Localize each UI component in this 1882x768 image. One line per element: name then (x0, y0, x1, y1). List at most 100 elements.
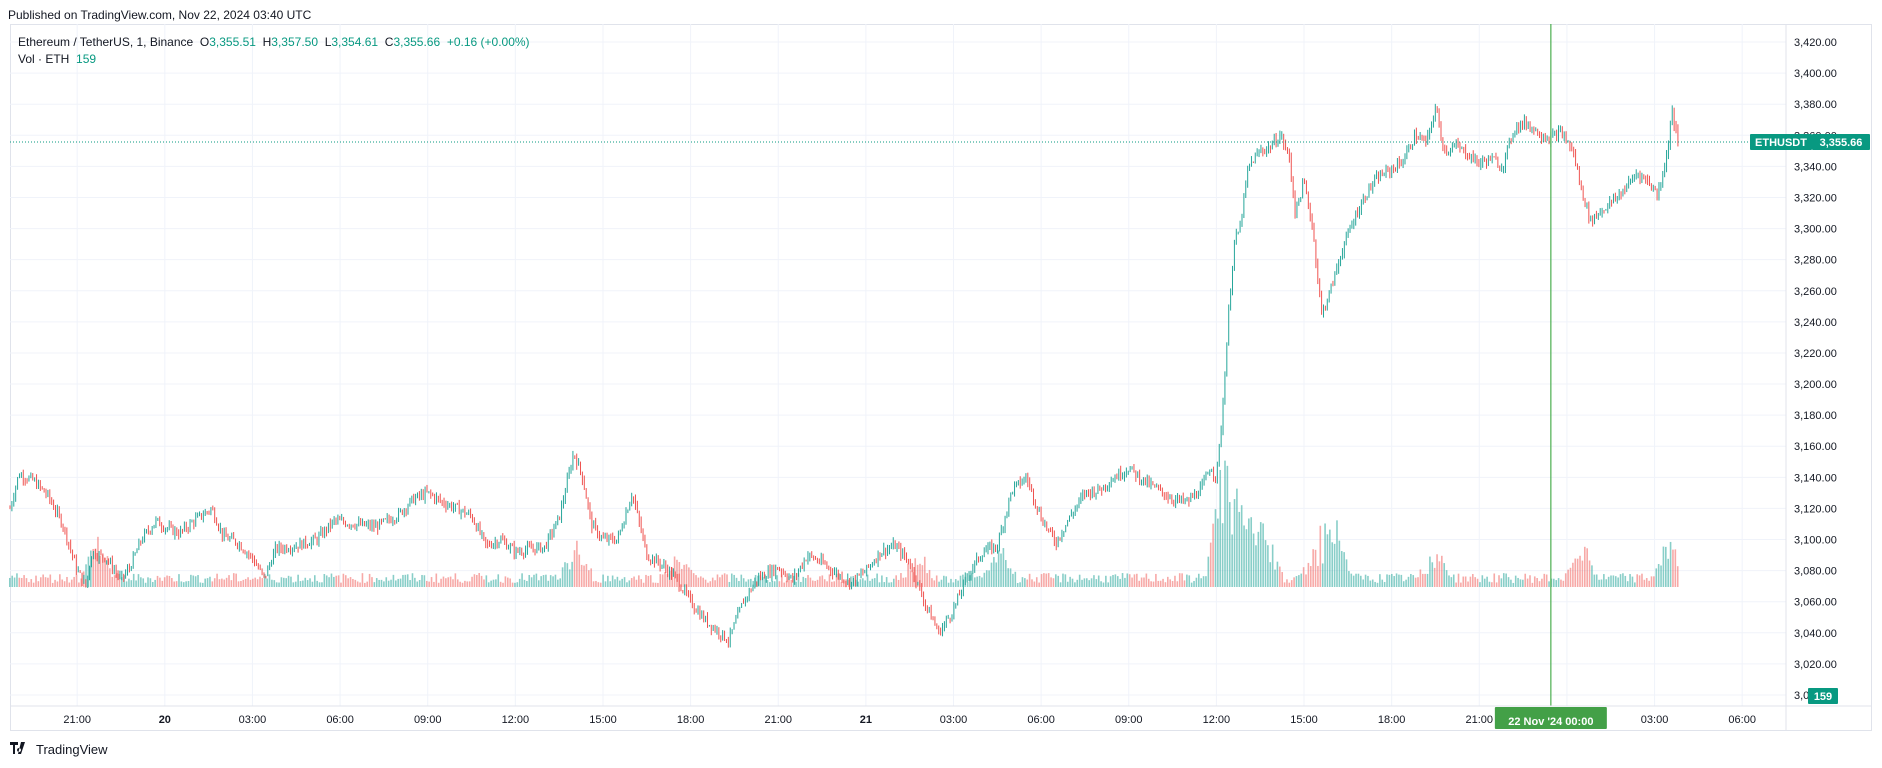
volume-bar (1672, 549, 1674, 587)
symbol-tag-bg (1750, 134, 1812, 151)
volume-bar (1386, 574, 1388, 587)
volume-bar (1517, 577, 1519, 587)
volume-bar (933, 580, 936, 587)
volume-bar (869, 580, 871, 587)
volume-bar (1507, 577, 1510, 587)
volume-bar (1024, 578, 1026, 587)
volume-bar (1522, 579, 1524, 587)
volume-bar (1379, 574, 1381, 587)
volume-bar (828, 574, 831, 587)
volume-bar (709, 581, 712, 587)
volume-bar (273, 580, 276, 587)
volume-bar (309, 578, 311, 587)
x-tick-label: 15:00 (1290, 714, 1318, 726)
volume-bar (1083, 578, 1086, 587)
x-tick-label: 09:00 (414, 714, 442, 726)
volume-bar (1636, 574, 1639, 587)
chart-frame[interactable] (10, 24, 1872, 731)
volume-bar (714, 580, 716, 587)
open-value: 3,355.51 (209, 35, 256, 49)
y-tick-label: 3,220.00 (1794, 348, 1837, 360)
volume-bar (792, 575, 795, 587)
volume-bar (1536, 578, 1538, 587)
volume-bar (1498, 575, 1500, 587)
volume-bar (926, 573, 928, 587)
volume-bar (1464, 576, 1467, 587)
volume-bar (473, 574, 476, 587)
volume-bar (168, 575, 171, 587)
volume-bar (692, 573, 695, 587)
volume-bar (1157, 580, 1160, 587)
volume-bar (466, 581, 469, 587)
volume-bar (1040, 574, 1043, 587)
volume-bar (321, 582, 323, 587)
y-tick-label: 3,060.00 (1794, 597, 1837, 609)
volume-bars (9, 460, 1679, 587)
volume-bar (1019, 582, 1021, 587)
volume-bar (809, 577, 812, 587)
volume-bar (1374, 581, 1376, 587)
volume-bar (252, 578, 254, 587)
volume-bar (161, 580, 164, 587)
volume-bar (66, 576, 68, 587)
volume-bar (1660, 565, 1662, 587)
volume-row: Vol · ETH 159 (18, 51, 530, 68)
volume-bar (1662, 546, 1665, 587)
volume-bar (1579, 555, 1581, 587)
volume-bar (578, 554, 581, 587)
volume-bar (1219, 469, 1222, 587)
volume-bar (404, 574, 407, 587)
volume-bar (859, 579, 862, 587)
volume-bar (943, 575, 945, 587)
volume-bar (707, 582, 709, 587)
volume-bar (597, 582, 600, 587)
volume-label[interactable]: Vol · ETH (18, 52, 70, 66)
volume-bar (1491, 582, 1493, 587)
close-value: 3,355.66 (393, 35, 441, 49)
volume-bar (44, 577, 47, 587)
volume-bar (871, 578, 874, 587)
volume-bar (537, 580, 540, 587)
volume-bar (738, 581, 740, 587)
footer-brand[interactable]: TradingView (10, 741, 108, 757)
volume-bar (25, 578, 28, 587)
volume-bar (1395, 573, 1398, 587)
volume-bar (730, 573, 733, 587)
volume-bar (392, 574, 395, 587)
volume-bar (1362, 579, 1364, 587)
volume-bar (566, 563, 569, 587)
volume-bar (1214, 509, 1217, 587)
volume-bar (1524, 573, 1527, 587)
volume-bar (985, 570, 988, 587)
volume-bar (1264, 540, 1267, 587)
symbol-title[interactable]: Ethereum / TetherUS, 1, Binance (18, 35, 194, 49)
volume-bar (1136, 573, 1138, 587)
volume-bar (1438, 561, 1441, 587)
volume-bar (892, 578, 895, 587)
volume-bar (130, 580, 133, 587)
volume-bar (971, 573, 974, 587)
volume-bar (1302, 567, 1305, 587)
volume-bar (654, 582, 657, 587)
volume-bar (452, 579, 454, 587)
low-label: L (324, 35, 332, 49)
volume-bar (75, 574, 78, 587)
volume-bar (974, 577, 976, 587)
volume-bar (559, 578, 562, 587)
volume-bar (823, 579, 826, 587)
volume-bar (1119, 578, 1121, 587)
volume-bar (318, 582, 321, 587)
volume-bar (9, 577, 11, 587)
volume-bar (1193, 580, 1195, 587)
volume-bar (831, 581, 833, 587)
volume-bar (373, 582, 376, 587)
volume-bar (254, 577, 257, 587)
volume-bar (35, 575, 37, 587)
volume-bar (607, 575, 609, 587)
y-tick-label: 3,240.00 (1794, 317, 1837, 329)
volume-bar (1293, 577, 1295, 587)
volume-bar (1259, 522, 1262, 587)
volume-bar (557, 579, 559, 587)
volume-bar (1357, 573, 1360, 587)
